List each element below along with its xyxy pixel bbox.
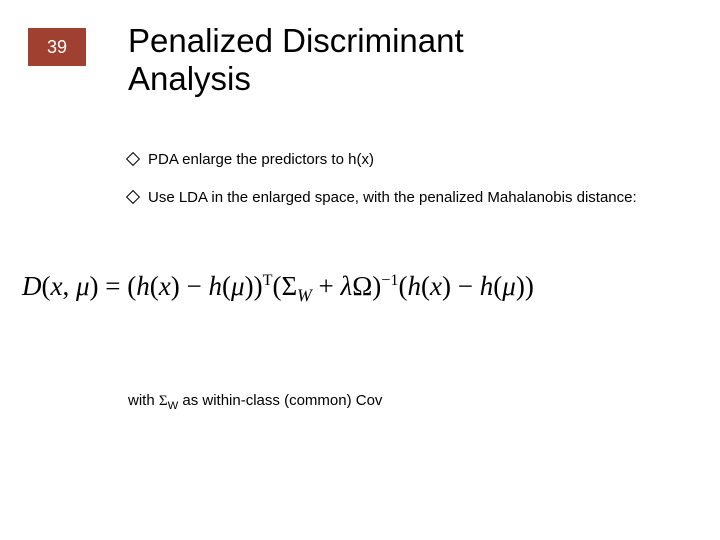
lparen: ( bbox=[399, 271, 408, 301]
equals: = bbox=[99, 271, 128, 301]
bullet-list: PDA enlarge the predictors to h(x) Use L… bbox=[128, 150, 648, 225]
rparen: ) bbox=[442, 271, 451, 301]
rparen: ) bbox=[525, 271, 534, 301]
list-item: Use LDA in the enlarged space, with the … bbox=[128, 188, 648, 208]
title-line-1: Penalized Discriminant bbox=[128, 22, 464, 59]
closing-suffix: as within-class (common) Cov bbox=[178, 392, 382, 409]
bullet-text: PDA enlarge the predictors to h(x) bbox=[148, 150, 374, 170]
bullet-text: Use LDA in the enlarged space, with the … bbox=[148, 188, 637, 208]
var-x: x bbox=[430, 271, 442, 301]
var-mu: μ bbox=[231, 271, 245, 301]
rparen: ) bbox=[372, 271, 381, 301]
page-number-box: 39 bbox=[28, 28, 86, 66]
closing-sigma: Σ bbox=[159, 393, 168, 409]
rparen: ) bbox=[90, 271, 99, 301]
Omega: Ω bbox=[352, 271, 372, 301]
lparen: ( bbox=[421, 271, 430, 301]
rparen: ) bbox=[254, 271, 263, 301]
sub-W: W bbox=[297, 285, 312, 305]
rparen: ) bbox=[516, 271, 525, 301]
page-number: 39 bbox=[47, 37, 67, 58]
fn-h: h bbox=[408, 271, 422, 301]
lparen: ( bbox=[222, 271, 231, 301]
title-line-2: Analysis bbox=[128, 60, 251, 97]
plus: + bbox=[312, 271, 341, 301]
fn-h: h bbox=[480, 271, 494, 301]
lparen: ( bbox=[150, 271, 159, 301]
lparen: ( bbox=[493, 271, 502, 301]
sup-T: T bbox=[263, 271, 273, 289]
comma: , bbox=[62, 271, 76, 301]
minus: − bbox=[180, 271, 209, 301]
lambda: λ bbox=[341, 271, 353, 301]
var-mu: μ bbox=[76, 271, 90, 301]
list-item: PDA enlarge the predictors to h(x) bbox=[128, 150, 648, 170]
rparen: ) bbox=[171, 271, 180, 301]
fn-h: h bbox=[136, 271, 150, 301]
var-x: x bbox=[51, 271, 63, 301]
rparen: ) bbox=[245, 271, 254, 301]
formula: D(x, μ) = (h(x) − h(μ))T(ΣW + λΩ)−1(h(x)… bbox=[22, 272, 702, 306]
closing-text: with ΣW as within-class (common) Cov bbox=[128, 392, 382, 412]
closing-sub: W bbox=[168, 400, 179, 412]
lparen: ( bbox=[42, 271, 51, 301]
var-mu: μ bbox=[502, 271, 516, 301]
closing-prefix: with bbox=[128, 392, 159, 409]
sup-inv: −1 bbox=[381, 271, 398, 289]
minus: − bbox=[451, 271, 480, 301]
lparen: ( bbox=[127, 271, 136, 301]
fn-D: D bbox=[22, 271, 42, 301]
diamond-bullet-icon bbox=[126, 189, 140, 203]
Sigma: Σ bbox=[281, 271, 297, 301]
diamond-bullet-icon bbox=[126, 152, 140, 166]
slide-title: Penalized Discriminant Analysis bbox=[128, 22, 464, 98]
var-x: x bbox=[159, 271, 171, 301]
fn-h: h bbox=[209, 271, 223, 301]
